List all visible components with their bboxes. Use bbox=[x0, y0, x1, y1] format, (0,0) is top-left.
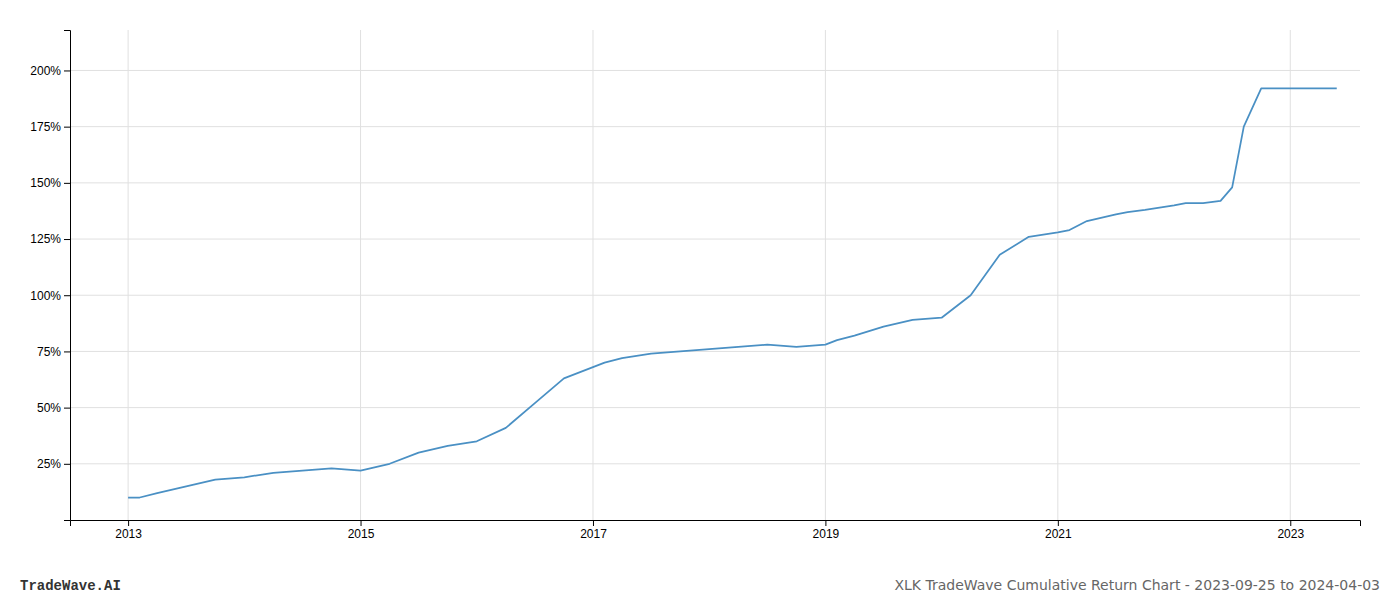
y-axis: 25% 50% 75% 100% 125% 150% 175% 200% bbox=[30, 31, 70, 521]
tick-label: 2021 bbox=[1045, 527, 1072, 541]
tick-label: 175% bbox=[30, 120, 61, 134]
chart: 2013 2015 2017 2019 2021 2023 25% 50% 75% 100% 125… bbox=[0, 0, 1400, 600]
plot: 2013 2015 2017 2019 2021 2023 25% 50% 75% 100% 125… bbox=[30, 30, 1360, 541]
y-tick: 75% bbox=[37, 345, 70, 359]
tick-label: 50% bbox=[37, 401, 61, 415]
axis-line bbox=[64, 31, 71, 521]
x-tick: 2023 bbox=[1277, 520, 1304, 541]
tick-mark bbox=[64, 408, 70, 409]
grid-line bbox=[70, 295, 1360, 296]
y-tick: 50% bbox=[37, 401, 70, 415]
y-tick: 150% bbox=[30, 176, 70, 190]
tick-mark bbox=[64, 127, 70, 128]
x-tick: 2017 bbox=[580, 520, 607, 541]
tick-label: 2023 bbox=[1277, 527, 1304, 541]
grid-line bbox=[128, 30, 129, 520]
title: XLK TradeWave Cumulative Return Chart - … bbox=[894, 577, 1380, 593]
x-tick: 2013 bbox=[115, 520, 142, 541]
y-tick: 125% bbox=[30, 232, 70, 246]
tick-label: 125% bbox=[30, 232, 61, 246]
tick-label: 2019 bbox=[813, 527, 840, 541]
tick-label: 100% bbox=[30, 289, 61, 303]
tick-label: 2013 bbox=[115, 527, 142, 541]
grid-line bbox=[70, 70, 1360, 71]
grid-line bbox=[1290, 30, 1291, 520]
grid-line bbox=[70, 351, 1360, 352]
grid-line bbox=[70, 126, 1360, 127]
watermark: TradeWave.AI bbox=[20, 578, 121, 594]
y-tick: 25% bbox=[37, 457, 70, 471]
grid-line bbox=[70, 182, 1360, 183]
tick-mark bbox=[64, 239, 70, 240]
tick-mark bbox=[64, 295, 70, 296]
y-tick: 200% bbox=[30, 64, 70, 78]
grid-line bbox=[1057, 30, 1058, 520]
grid-line bbox=[70, 407, 1360, 408]
x-tick: 2019 bbox=[813, 520, 840, 541]
tick-label: 2017 bbox=[580, 527, 607, 541]
tick-mark bbox=[593, 520, 594, 526]
tick-label: 75% bbox=[37, 345, 61, 359]
tick-label: 200% bbox=[30, 64, 61, 78]
tick-label: 2015 bbox=[348, 527, 375, 541]
tick-label: 150% bbox=[30, 176, 61, 190]
tick-mark bbox=[64, 183, 70, 184]
grid-line bbox=[360, 30, 361, 520]
marks bbox=[128, 88, 1337, 497]
tick-mark bbox=[361, 520, 362, 526]
grid-line bbox=[825, 30, 826, 520]
grid bbox=[70, 30, 1360, 520]
y-tick: 100% bbox=[30, 289, 70, 303]
tick-label: 25% bbox=[37, 457, 61, 471]
tick-mark bbox=[64, 464, 70, 465]
tick-mark bbox=[64, 70, 70, 71]
grid-line bbox=[70, 463, 1360, 464]
grid-line bbox=[592, 30, 593, 520]
y-tick: 175% bbox=[30, 120, 70, 134]
tick-mark bbox=[64, 351, 70, 352]
axis-line bbox=[71, 521, 1361, 527]
tick-mark bbox=[1290, 520, 1291, 526]
x-tick: 2015 bbox=[348, 520, 375, 541]
tick-mark bbox=[1058, 520, 1059, 526]
tick-mark bbox=[825, 520, 826, 526]
line bbox=[128, 88, 1337, 497]
x-tick: 2021 bbox=[1045, 520, 1072, 541]
x-axis: 2013 2015 2017 2019 2021 2023 bbox=[71, 520, 1361, 541]
tick-mark bbox=[128, 520, 129, 526]
grid-line bbox=[70, 239, 1360, 240]
